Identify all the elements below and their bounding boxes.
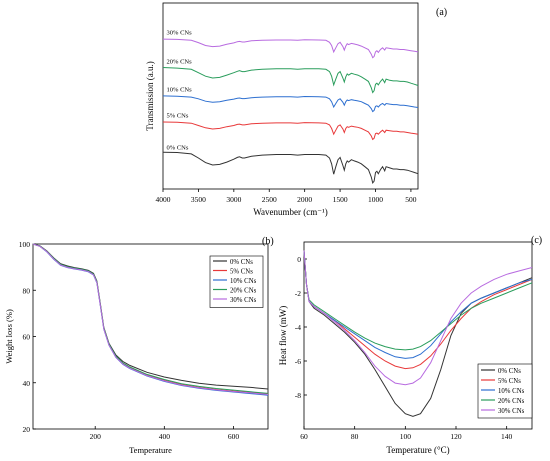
- x-tick-label-a: 3500: [191, 195, 206, 204]
- x-axis-label-a: Wavenumber (cm⁻¹): [253, 207, 327, 217]
- series-line-a-0: [162, 151, 419, 184]
- series-line-a-3: [162, 67, 419, 94]
- y-tick-label-c: 0: [297, 255, 301, 264]
- y-tick-label-c: -6: [295, 357, 301, 366]
- x-tick-label-b: 400: [159, 432, 171, 441]
- y-tick-label-b: 40: [23, 379, 31, 388]
- y-tick-label-c: -4: [295, 323, 301, 332]
- series-line-c-2: [303, 250, 533, 359]
- x-tick-label-a: 1000: [368, 195, 383, 204]
- series-label-a-2: 10% CNs: [167, 86, 193, 93]
- x-tick-label-a: 1500: [333, 195, 348, 204]
- x-tick-label-c: 100: [400, 432, 412, 441]
- legend-label-c-4: 30% CNs: [498, 408, 525, 415]
- y-tick-label-c: -2: [295, 289, 301, 298]
- legend-label-b-0: 0% CNs: [230, 259, 253, 266]
- legend-label-b-4: 30% CNs: [230, 297, 257, 304]
- y-tick-label-b: 20: [23, 425, 31, 434]
- x-axis-label-c: Temperature (°C): [386, 445, 449, 455]
- panel-b-tga-chart: 200 400 600 20 40 60 80 100 Temperature Weight lo…: [4, 236, 274, 455]
- series-line-c-3: [303, 250, 533, 351]
- plot-frame-a: [162, 2, 419, 190]
- legend-label-c-2: 10% CNs: [498, 388, 525, 395]
- series-line-c-4: [303, 250, 533, 386]
- x-tick-label-c: 80: [351, 432, 359, 441]
- series-line-a-1: [162, 121, 419, 141]
- y-tick-label-b: 60: [23, 333, 31, 342]
- y-axis-label-a: Transmission (a.u.): [145, 61, 155, 130]
- x-tick-label-a: 4000: [156, 195, 171, 204]
- panel-label-c: (c): [531, 235, 542, 246]
- x-tick-label-c: 60: [300, 432, 308, 441]
- y-axis-label-c: Heat flow (mW): [278, 306, 288, 365]
- series-label-a-4: 30% CNs: [167, 29, 193, 36]
- series-label-a-0: 0% CNs: [167, 144, 189, 151]
- legend-label-c-0: 0% CNs: [498, 368, 521, 375]
- x-tick-label-c: 140: [501, 432, 513, 441]
- legend-label-b-1: 5% CNs: [230, 269, 253, 276]
- legend-label-b-3: 20% CNs: [230, 288, 257, 295]
- legend-label-b-2: 10% CNs: [230, 278, 257, 285]
- panel-a-ftir-chart: 4000 3500 3000 2500 2000 1500 1000 500 Wavenumbe…: [145, 2, 447, 217]
- x-tick-label-a: 2500: [262, 195, 277, 204]
- legend-label-c-3: 20% CNs: [498, 398, 525, 405]
- plot-frame-c: [303, 241, 533, 430]
- legend-box-c: [477, 363, 533, 419]
- series-line-b-4: [32, 243, 269, 395]
- panel-label-a: (a): [436, 7, 447, 18]
- x-axis-label-b: Temperature: [129, 445, 172, 455]
- panel-label-b: (b): [262, 236, 274, 247]
- series-line-c-1: [303, 250, 533, 370]
- y-axis-label-b: Weight loss (%): [4, 309, 14, 364]
- series-label-a-3: 20% CNs: [167, 58, 193, 65]
- y-tick-label-b: 100: [19, 240, 31, 249]
- x-tick-label-b: 600: [228, 432, 240, 441]
- x-tick-label-a: 2000: [297, 195, 312, 204]
- legend-label-c-1: 5% CNs: [498, 378, 521, 385]
- x-tick-label-c: 120: [450, 432, 462, 441]
- x-tick-label-b: 200: [90, 432, 102, 441]
- series-line-a-4: [162, 38, 419, 59]
- y-tick-label-c: -8: [295, 391, 301, 400]
- y-tick-label-b: 80: [23, 286, 31, 295]
- series-line-a-2: [162, 95, 419, 113]
- series-label-a-1: 5% CNs: [167, 112, 189, 119]
- x-tick-label-a: 3000: [226, 195, 241, 204]
- x-tick-label-a: 500: [405, 195, 417, 204]
- panel-c-dsc-chart: 60 80 100 120 140 0 -2 -4 -6 -8 Temperature (°C) He…: [278, 235, 542, 455]
